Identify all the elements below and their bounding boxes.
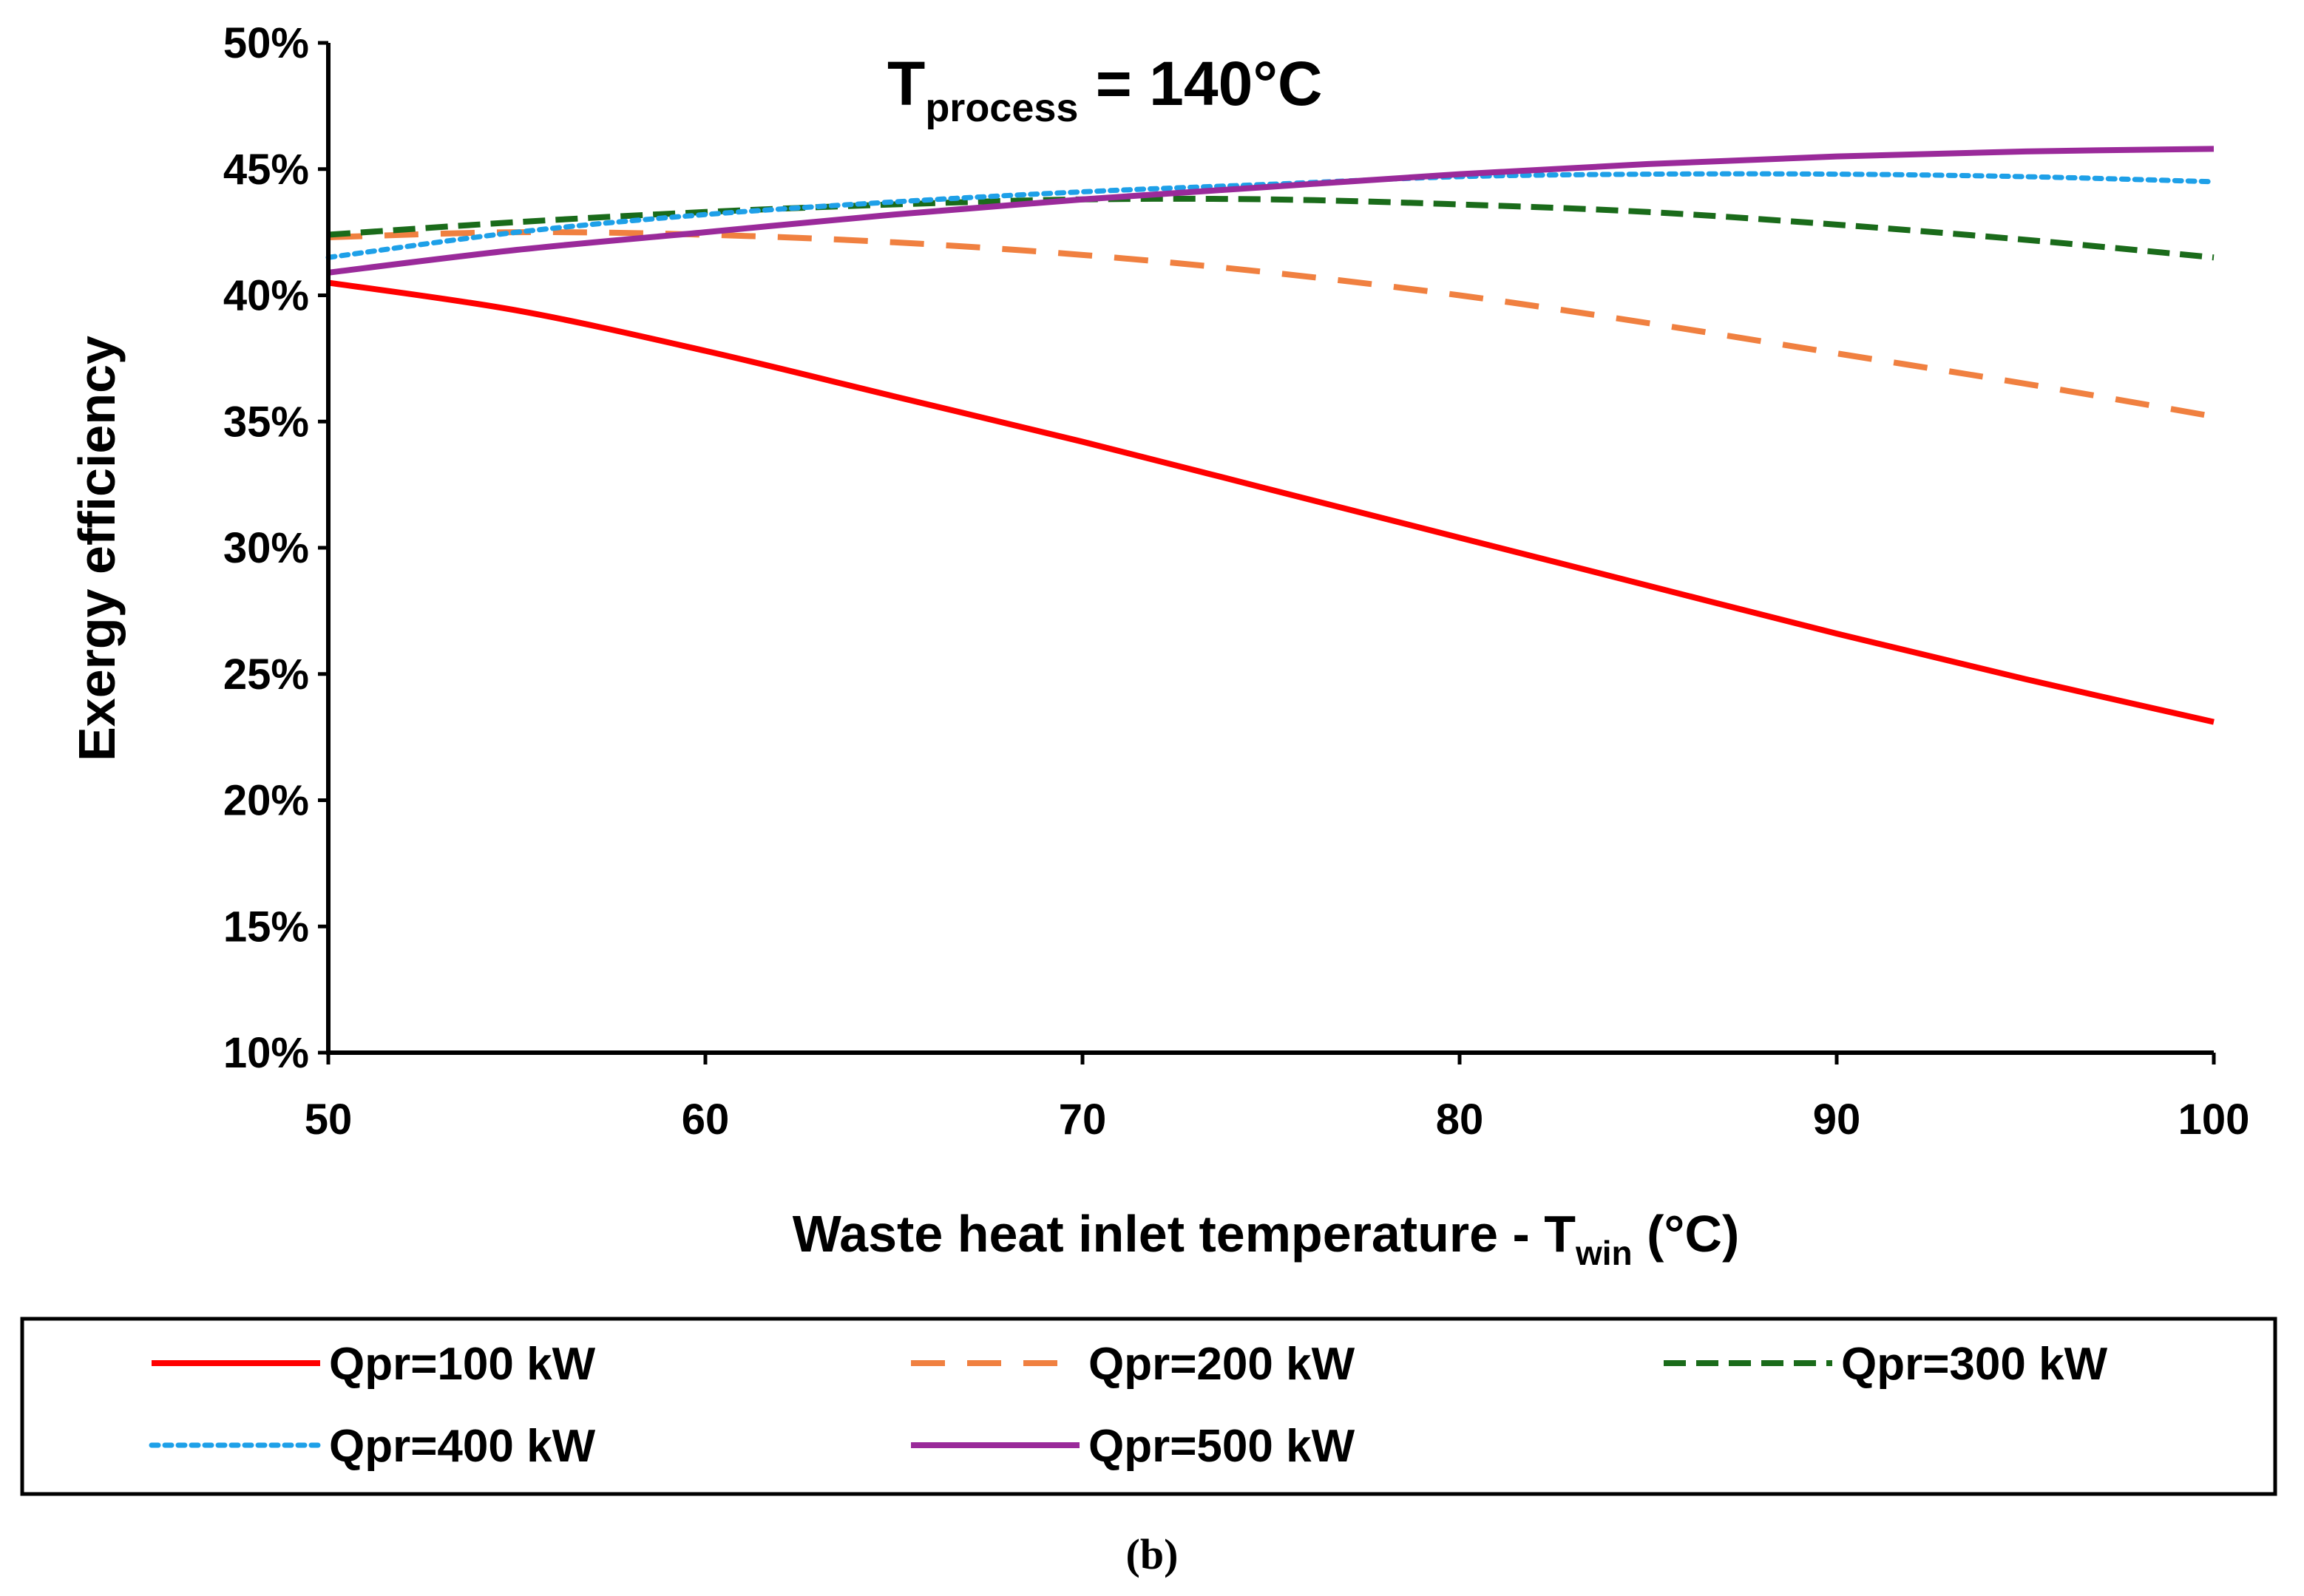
series-line-qpr-300-kw [328, 195, 2215, 261]
legend-label: Qpr=100 kW [329, 1339, 596, 1390]
x-axis-title-main: Waste heat inlet temperature - T [793, 1205, 1576, 1263]
x-axis-title-rest: (°C) [1633, 1205, 1740, 1263]
legend-box [20, 1317, 2277, 1496]
series-line-qpr-200-kw [328, 229, 2215, 420]
legend-label: Qpr=500 kW [1088, 1421, 1355, 1472]
x-axis-title: Waste heat inlet temperature - Twin (°C) [793, 1205, 1740, 1272]
chart-title: Tprocess = 140°C [887, 49, 1323, 130]
x-tick-label: 90 [1813, 1096, 1861, 1144]
x-tick-label: 50 [305, 1096, 353, 1144]
legend-label: Qpr=300 kW [1841, 1339, 2108, 1390]
y-tick-label: 10% [223, 1029, 309, 1077]
series-line-qpr-100-kw [328, 279, 2215, 725]
x-axis-title-subscript: win [1575, 1234, 1633, 1272]
y-axis-title: Exergy efficiency [68, 336, 126, 761]
x-tick-label: 100 [2178, 1096, 2250, 1144]
chart-title-subscript: process [925, 86, 1078, 130]
y-tick-label: 35% [223, 398, 309, 446]
y-tick-label: 40% [223, 272, 309, 320]
x-tick-label: 80 [1436, 1096, 1484, 1144]
chart-title-rest: = 140°C [1078, 49, 1322, 118]
chart-title-main: T [887, 49, 925, 118]
figure-caption: (b) [1126, 1530, 1179, 1578]
x-tick-label: 60 [682, 1096, 730, 1144]
y-tick-label: 20% [223, 777, 309, 825]
tick-layer: 10% 15% 20% 25% 30% 35% 40% 45% 50% 50 60 70 80 90 100 [223, 19, 2249, 1144]
y-tick-label: 15% [223, 903, 309, 951]
series-layer [325, 146, 2217, 725]
x-tick-label: 70 [1059, 1096, 1107, 1144]
legend-label: Qpr=400 kW [329, 1421, 596, 1472]
y-tick-label: 50% [223, 19, 309, 67]
y-tick-label: 25% [223, 651, 309, 699]
y-tick-label: 45% [223, 146, 309, 194]
legend-label: Qpr=200 kW [1088, 1339, 1355, 1390]
legend: Qpr=100 kW Qpr=200 kW Qpr=300 kW Qpr=400 kW… [149, 1339, 2108, 1472]
y-tick-label: 30% [223, 524, 309, 572]
series-line-qpr-500-kw [328, 146, 2215, 276]
